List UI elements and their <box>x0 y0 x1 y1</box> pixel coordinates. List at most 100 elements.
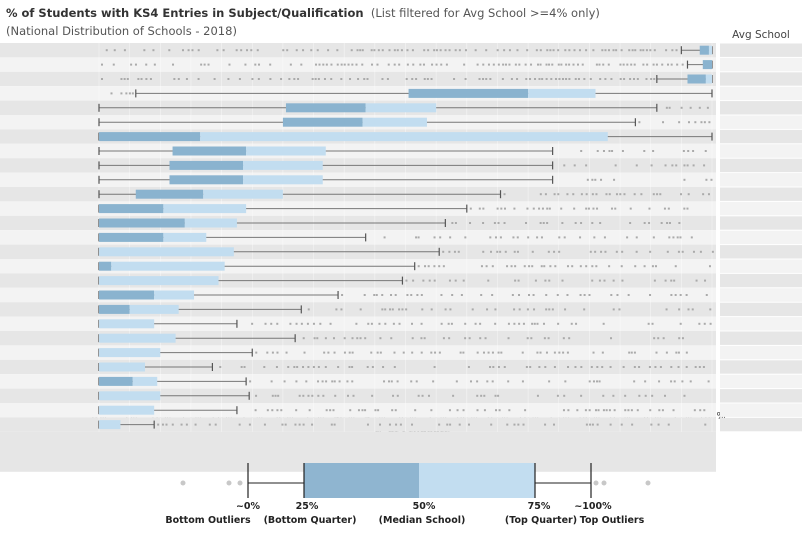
outlier-point <box>602 409 605 412</box>
outlier-point <box>375 294 378 296</box>
outlier-point <box>675 351 678 354</box>
outlier-point <box>573 164 576 167</box>
outlier-point <box>388 380 391 383</box>
outlier-point <box>628 49 631 52</box>
outlier-point <box>526 308 529 311</box>
outlier-point <box>405 279 408 282</box>
outlier-point <box>683 394 686 397</box>
outlier-point <box>647 322 650 325</box>
outlier-point <box>289 63 292 66</box>
outlier-point <box>513 423 516 426</box>
outlier-point <box>530 337 533 340</box>
outlier-point <box>494 236 497 239</box>
outlier-point <box>389 308 392 311</box>
outlier-point <box>494 394 497 397</box>
outlier-point <box>681 380 684 383</box>
outlier-point <box>439 236 442 239</box>
outlier-point <box>564 49 567 52</box>
outlier-point <box>560 207 563 210</box>
outlier-point <box>557 193 560 196</box>
outlier-point <box>709 322 712 325</box>
outlier-point <box>708 121 711 124</box>
outlier-point <box>357 409 360 412</box>
outlier-point <box>482 63 485 66</box>
outlier-point <box>295 409 298 412</box>
outlier-point <box>627 409 630 412</box>
outlier-point <box>557 49 560 52</box>
legend-outlier-dot <box>226 480 232 486</box>
outlier-point <box>558 351 561 354</box>
outlier-point <box>311 394 314 397</box>
outlier-point <box>145 78 148 80</box>
outlier-point <box>334 394 337 397</box>
outlier-point <box>583 294 586 296</box>
avg-cell-background <box>720 101 802 115</box>
outlier-point <box>677 351 680 354</box>
outlier-point <box>545 308 548 311</box>
outlier-point <box>497 63 500 66</box>
outlier-point <box>371 63 374 66</box>
outlier-point <box>329 409 332 412</box>
outlier-point <box>650 423 653 426</box>
outlier-point <box>604 49 607 52</box>
outlier-point <box>390 337 393 340</box>
outlier-point <box>705 178 708 181</box>
outlier-point <box>286 49 289 52</box>
outlier-point <box>556 394 559 397</box>
outlier-point <box>518 294 521 296</box>
outlier-point <box>534 78 537 80</box>
outlier-point <box>410 294 413 296</box>
outlier-point <box>546 222 549 224</box>
outlier-point <box>359 49 362 52</box>
outlier-point <box>311 78 314 80</box>
avg-cell-background <box>720 403 802 417</box>
outlier-point <box>152 49 155 52</box>
outlier-point <box>653 337 656 340</box>
outlier-point <box>271 409 274 412</box>
box-lower-quarter <box>172 146 247 156</box>
outlier-point <box>685 366 688 368</box>
outlier-point <box>591 193 594 196</box>
outlier-point <box>246 49 249 52</box>
outlier-point <box>621 150 624 152</box>
box-lower-quarter <box>285 103 366 113</box>
outlier-point <box>496 207 499 210</box>
outlier-point <box>548 380 551 383</box>
outlier-point <box>137 78 140 80</box>
outlier-point <box>604 250 607 253</box>
outlier-point <box>620 49 623 52</box>
avg-school-header: Avg School <box>732 29 790 41</box>
box-upper-quarter <box>99 276 219 286</box>
outlier-point <box>463 63 466 66</box>
outlier-point <box>622 366 625 368</box>
outlier-point <box>415 380 418 383</box>
outlier-point <box>566 351 569 354</box>
outlier-point <box>433 279 436 282</box>
outlier-point <box>420 337 423 340</box>
outlier-point <box>554 78 557 80</box>
outlier-point <box>433 366 436 368</box>
outlier-point <box>448 279 451 282</box>
outlier-point <box>499 236 502 239</box>
outlier-point <box>317 78 320 80</box>
outlier-point <box>464 236 467 239</box>
outlier-point <box>149 78 152 80</box>
outlier-point <box>551 63 554 66</box>
outlier-point <box>516 236 519 239</box>
outlier-point <box>687 193 690 196</box>
outlier-point <box>203 63 206 66</box>
box-lower-quarter <box>169 160 244 170</box>
outlier-point <box>544 279 547 282</box>
outlier-point <box>302 337 305 340</box>
box-upper-quarter <box>243 175 323 185</box>
outlier-point <box>317 366 320 368</box>
outlier-point <box>517 423 520 426</box>
outlier-point <box>497 394 500 397</box>
outlier-point <box>698 106 701 109</box>
outlier-point <box>451 294 454 296</box>
outlier-point <box>674 294 677 296</box>
legend-description-label: (Median School) <box>378 515 466 526</box>
outlier-point <box>283 380 286 383</box>
outlier-point <box>511 294 514 296</box>
outlier-point <box>310 49 313 52</box>
